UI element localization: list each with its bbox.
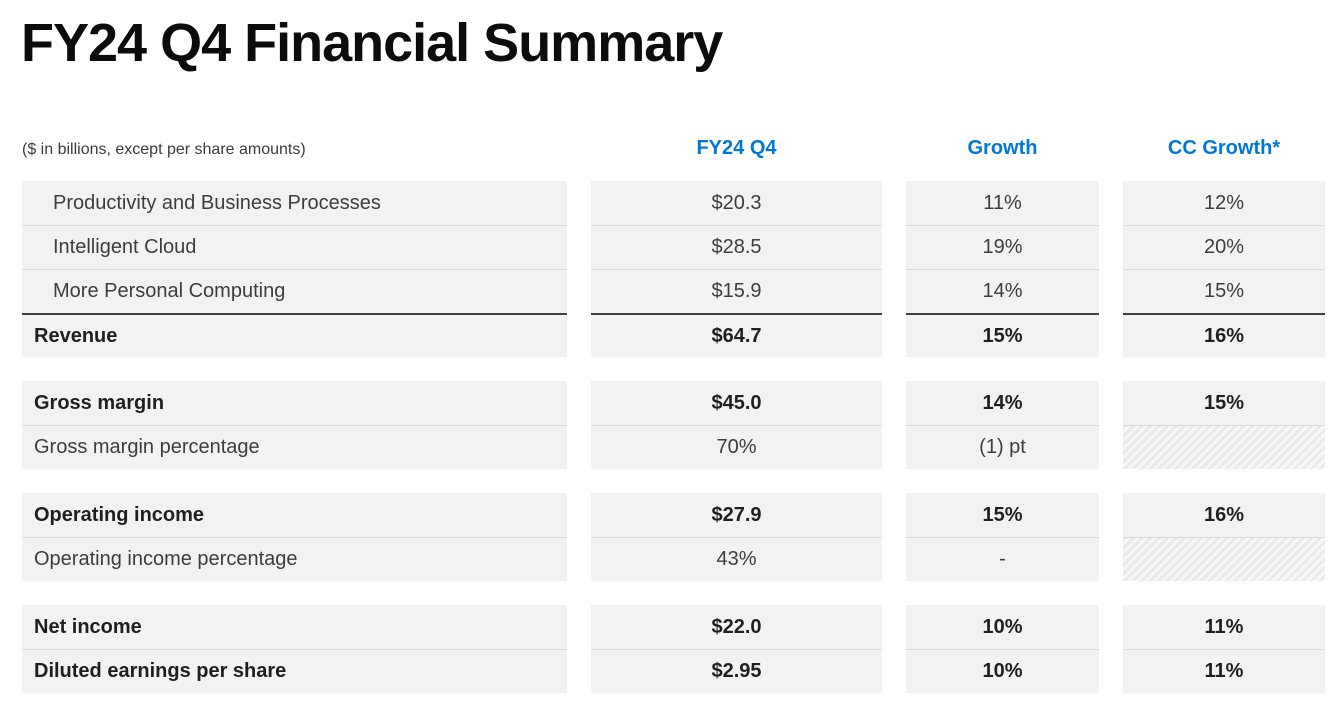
row-label: Diluted earnings per share xyxy=(22,649,567,693)
value-cell: $28.5 xyxy=(591,225,882,269)
summary-table-body: Productivity and Business Processes $20.3… xyxy=(22,181,1325,693)
column-header-cc-growth: CC Growth* xyxy=(1167,137,1281,159)
units-note: ($ in billions, except per share amounts… xyxy=(22,141,306,158)
value-cell: 16% xyxy=(1123,313,1325,357)
row-label: Intelligent Cloud xyxy=(22,225,567,269)
value-cell: 10% xyxy=(906,649,1099,693)
table-group: Operating income $27.9 15% 16% Operating inc… xyxy=(22,493,1325,581)
value-cell: $22.0 xyxy=(591,605,882,649)
value-cell: 15% xyxy=(1123,381,1325,425)
column-header-fy24-q4: FY24 Q4 xyxy=(696,137,777,159)
row-label: Gross margin percentage xyxy=(22,425,567,469)
page-title: FY24 Q4 Financial Summary xyxy=(21,13,723,73)
value-cell: 11% xyxy=(1123,605,1325,649)
value-cell: 15% xyxy=(906,313,1099,357)
value-cell: 43% xyxy=(591,537,882,581)
value-cell: - xyxy=(906,537,1099,581)
table-group: Gross margin $45.0 14% 15% Gross margin perc… xyxy=(22,381,1325,469)
value-cell: $15.9 xyxy=(591,269,882,313)
value-cell: 11% xyxy=(1123,649,1325,693)
value-cell: 11% xyxy=(906,181,1099,225)
value-cell: $27.9 xyxy=(591,493,882,537)
value-cell: 20% xyxy=(1123,225,1325,269)
row-label: Operating income xyxy=(22,493,567,537)
not-applicable-hatched-cell xyxy=(1123,537,1325,581)
value-cell: $45.0 xyxy=(591,381,882,425)
row-label: Operating income percentage xyxy=(22,537,567,581)
table-header-row: ($ in billions, except per share amounts… xyxy=(22,130,1325,160)
column-header-growth: Growth xyxy=(967,137,1038,159)
value-cell: 14% xyxy=(906,381,1099,425)
row-label: Revenue xyxy=(22,313,567,357)
value-cell: (1) pt xyxy=(906,425,1099,469)
table-group: Net income $22.0 10% 11% Diluted earnings pe… xyxy=(22,605,1325,693)
value-cell: 12% xyxy=(1123,181,1325,225)
row-label: More Personal Computing xyxy=(22,269,567,313)
value-cell: 70% xyxy=(591,425,882,469)
value-cell: $20.3 xyxy=(591,181,882,225)
value-cell: 10% xyxy=(906,605,1099,649)
value-cell: 15% xyxy=(906,493,1099,537)
financial-summary-table: ($ in billions, except per share amounts… xyxy=(22,130,1325,693)
row-label: Gross margin xyxy=(22,381,567,425)
value-cell: 19% xyxy=(906,225,1099,269)
value-cell: 16% xyxy=(1123,493,1325,537)
not-applicable-hatched-cell xyxy=(1123,425,1325,469)
value-cell: 14% xyxy=(906,269,1099,313)
table-group: Productivity and Business Processes $20.3… xyxy=(22,181,1325,357)
row-label: Productivity and Business Processes xyxy=(22,181,567,225)
value-cell: $2.95 xyxy=(591,649,882,693)
row-label: Net income xyxy=(22,605,567,649)
value-cell: $64.7 xyxy=(591,313,882,357)
value-cell: 15% xyxy=(1123,269,1325,313)
